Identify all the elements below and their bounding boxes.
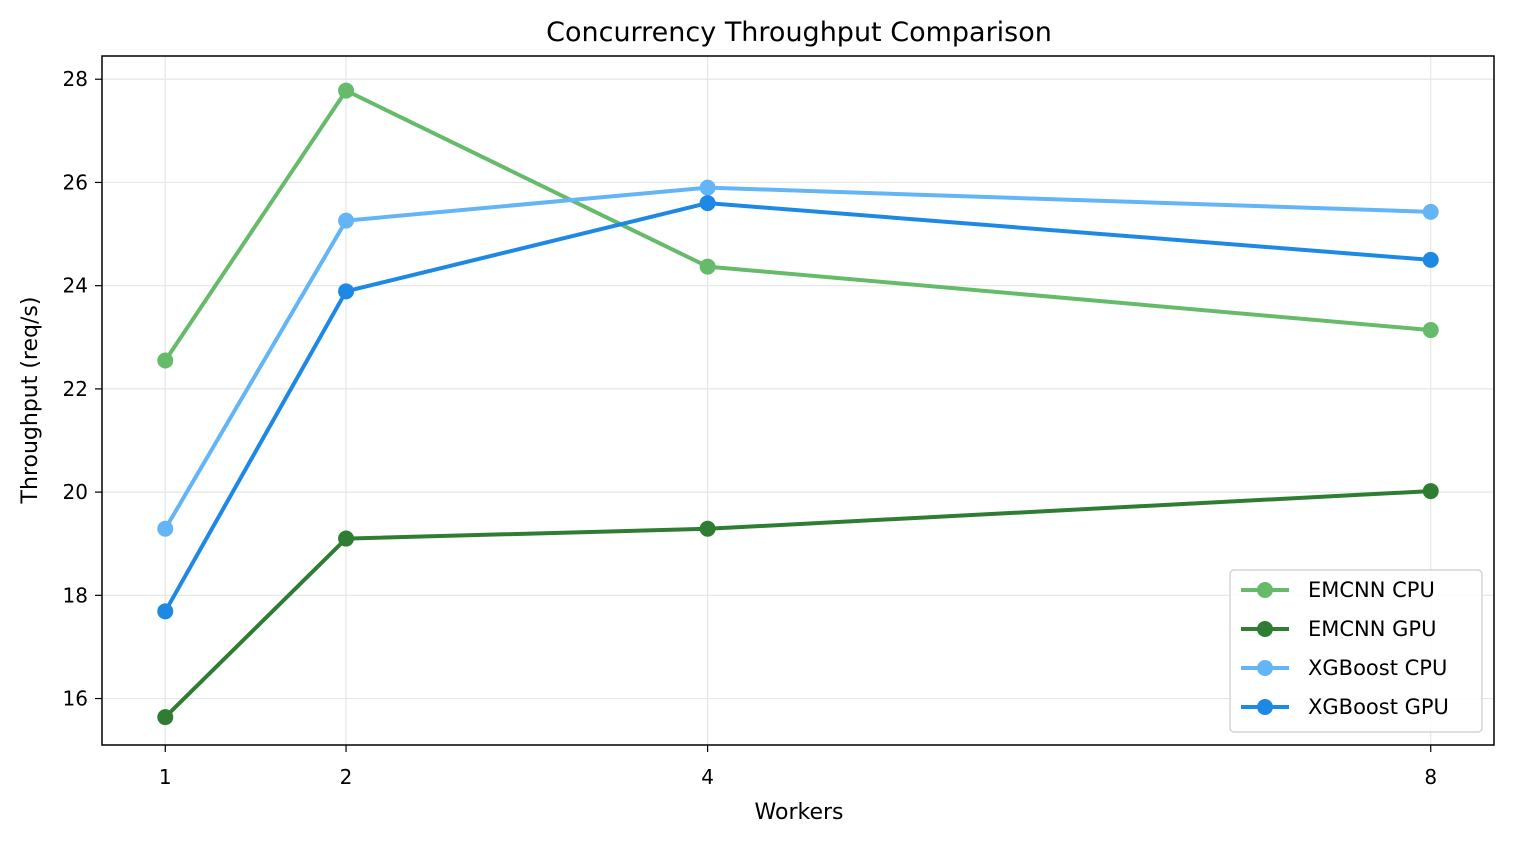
data-point-xgboost-gpu [157, 603, 174, 620]
series-xgboost-cpu [157, 179, 1439, 537]
y-tick-label: 26 [63, 170, 88, 194]
series-lines [157, 82, 1439, 726]
series-line-xgboost-gpu [163, 201, 1431, 613]
legend-marker-xgboost-cpu [1257, 660, 1273, 676]
x-tick-label: 8 [1424, 765, 1437, 789]
legend-marker-emcnn-gpu [1257, 621, 1273, 637]
x-tick-label: 2 [340, 765, 353, 789]
data-point-emcnn-gpu [699, 520, 716, 537]
data-point-xgboost-gpu [338, 283, 355, 300]
data-point-emcnn-gpu [1422, 483, 1439, 500]
series-xgboost-gpu [157, 195, 1439, 620]
legend-label-emcnn-gpu: EMCNN GPU [1308, 617, 1436, 641]
data-point-emcnn-cpu [699, 258, 716, 275]
legend-box [1229, 569, 1483, 733]
series-emcnn-cpu [157, 82, 1439, 369]
x-tick-label: 4 [701, 765, 714, 789]
plot-area-frame [101, 55, 1495, 746]
legend-label-xgboost-gpu: XGBoost GPU [1308, 695, 1449, 719]
series-line-xgboost-cpu [163, 185, 1431, 530]
y-axis-ticks: 16 18 20 22 24 26 28 [63, 67, 102, 711]
data-point-xgboost-gpu [699, 195, 716, 212]
legend-marker-xgboost-gpu [1257, 699, 1273, 715]
data-point-emcnn-gpu [157, 709, 174, 726]
y-tick-label: 18 [63, 583, 88, 607]
data-point-emcnn-cpu [157, 352, 174, 369]
legend-marker-emcnn-cpu [1257, 582, 1273, 598]
legend: EMCNN CPU EMCNN GPU XGBoost CPU XGBoost GPU [1229, 569, 1483, 733]
data-point-xgboost-cpu [338, 212, 355, 229]
y-tick-label: 20 [63, 480, 88, 504]
data-point-emcnn-cpu [1422, 322, 1439, 339]
data-point-xgboost-cpu [157, 520, 174, 537]
series-line-emcnn-cpu [163, 88, 1431, 362]
x-axis-label: Workers [755, 800, 844, 825]
data-point-xgboost-cpu [1422, 203, 1439, 220]
legend-label-xgboost-cpu: XGBoost CPU [1308, 656, 1447, 680]
data-point-xgboost-gpu [1422, 251, 1439, 268]
series-line-emcnn-gpu [163, 489, 1431, 719]
data-point-emcnn-cpu [338, 82, 355, 99]
x-axis-ticks: 1 2 4 8 [159, 745, 1437, 789]
legend-label-emcnn-cpu: EMCNN CPU [1308, 578, 1435, 602]
chart-title: Concurrency Throughput Comparison [546, 17, 1052, 48]
series-emcnn-gpu [157, 483, 1439, 726]
legend-entries: EMCNN CPU EMCNN GPU XGBoost CPU XGBoost GPU [1241, 578, 1449, 719]
y-tick-label: 28 [63, 67, 88, 91]
y-axis-label: Throughput (req/s) [18, 297, 43, 505]
x-tick-label: 1 [159, 765, 172, 789]
data-point-xgboost-cpu [699, 179, 716, 196]
y-tick-label: 24 [63, 274, 88, 298]
data-point-emcnn-gpu [338, 530, 355, 547]
y-tick-label: 16 [63, 687, 88, 711]
grid-lines [102, 56, 1494, 745]
y-tick-label: 22 [63, 377, 88, 401]
